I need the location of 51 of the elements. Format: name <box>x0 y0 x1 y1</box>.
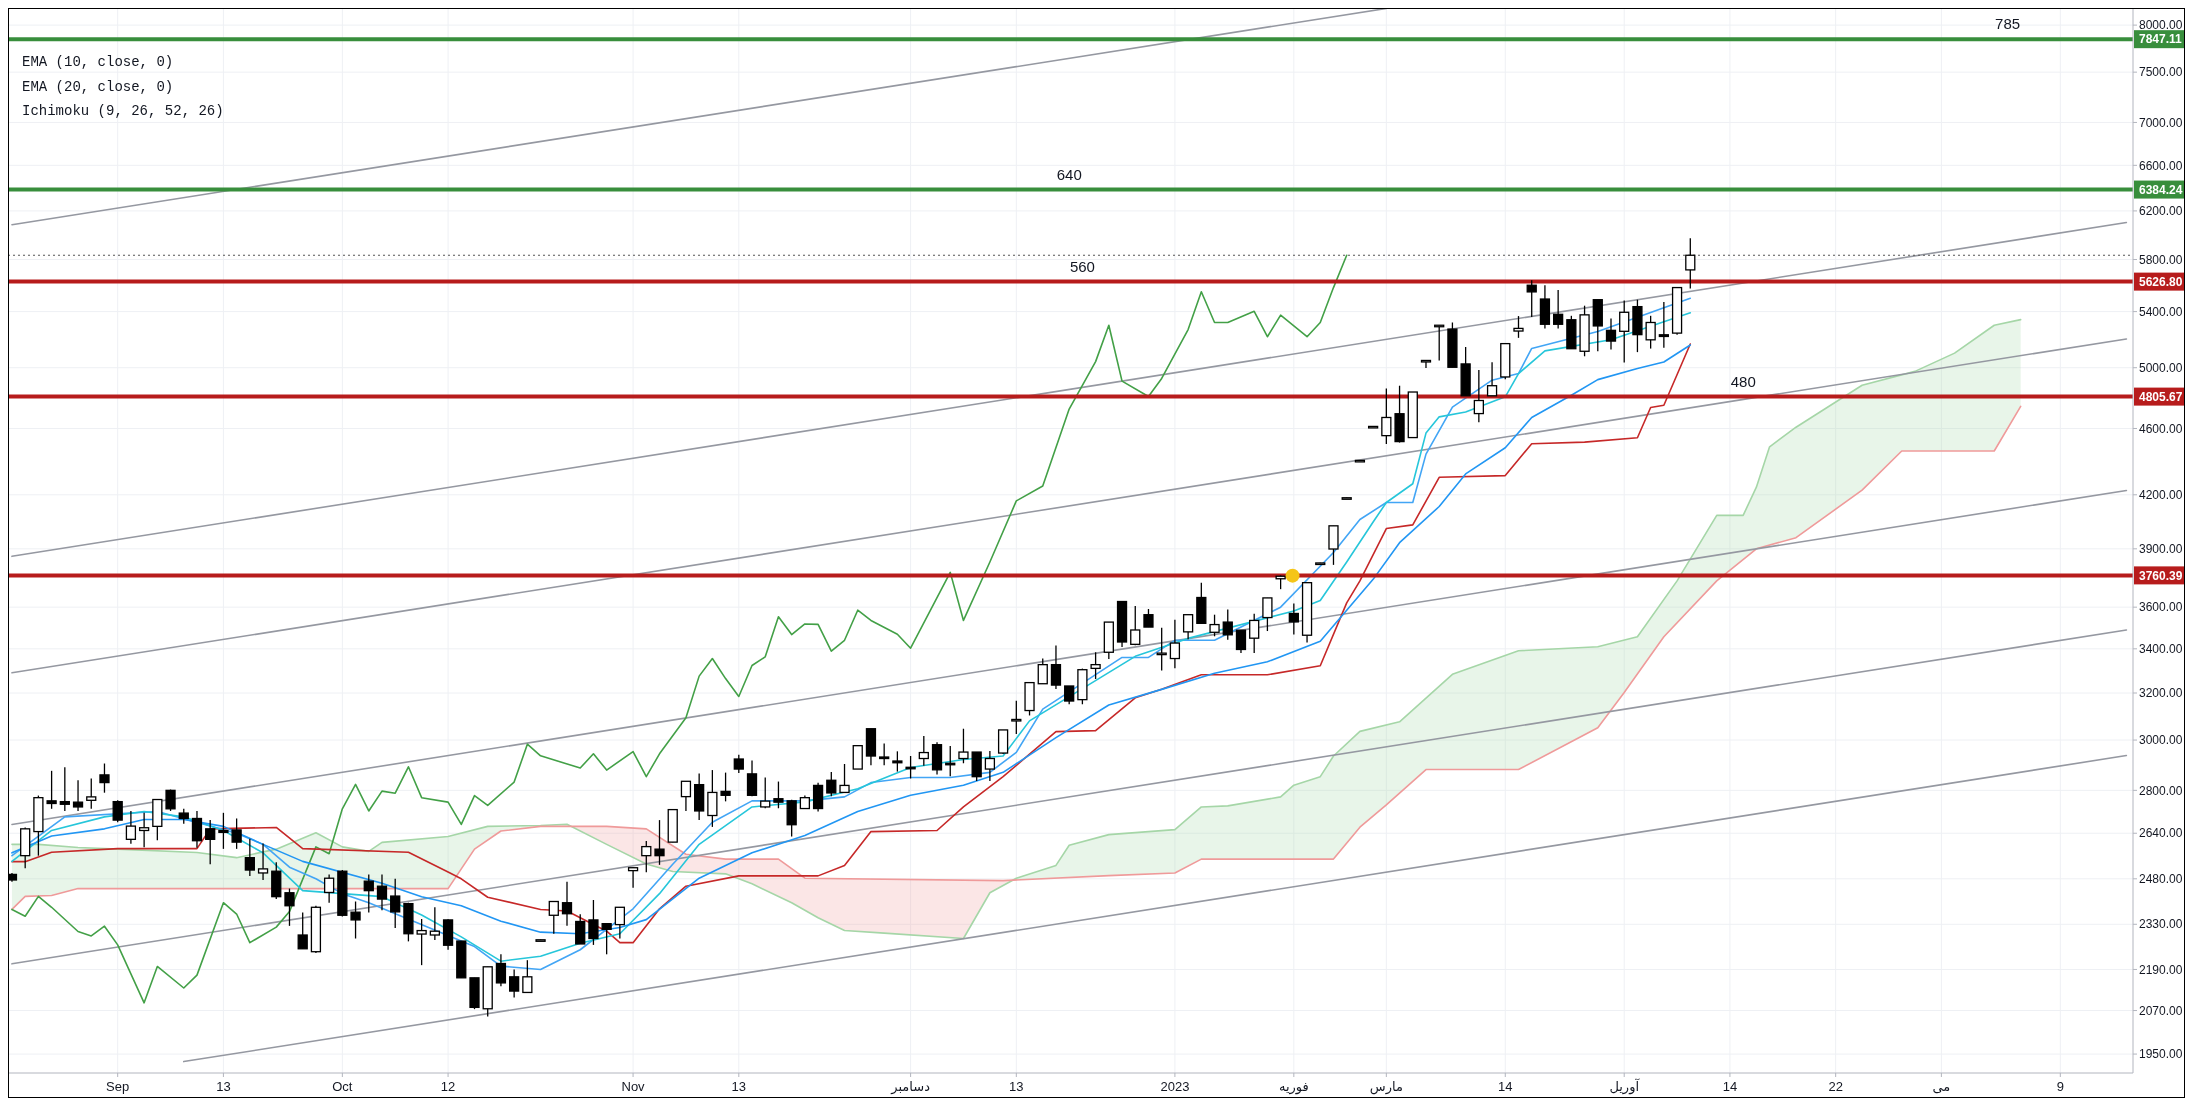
annotation: 480 <box>1730 372 1756 390</box>
y-tick-label: 3600.00 <box>2139 600 2183 615</box>
y-tick-label: 4200.00 <box>2139 488 2183 502</box>
y-tick-label: 7000.00 <box>2139 115 2183 130</box>
y-tick-label: 8000.00 <box>2139 18 2183 33</box>
x-tick-label: 14 <box>1722 1079 1738 1094</box>
x-tick-label: 22 <box>1828 1079 1843 1094</box>
y-tick-label: 4600.00 <box>2139 421 2183 436</box>
x-tick-label: 14 <box>1498 1079 1513 1094</box>
x-tick-label: دسامبر <box>890 1079 931 1095</box>
annotation: 640 <box>1056 165 1082 183</box>
y-tick-label: 2190.00 <box>2139 962 2183 977</box>
x-tick-label: مارس <box>1369 1079 1403 1095</box>
y-tick-label: 3000.00 <box>2139 733 2183 748</box>
y-tick-label: 2480.00 <box>2139 872 2183 887</box>
y-tick-label: 1950.00 <box>2139 1047 2183 1062</box>
x-tick-label: Sep <box>106 1079 130 1094</box>
annotation: 785 <box>1995 15 2021 33</box>
y-tick-label: 5400.00 <box>2139 304 2183 319</box>
y-tick-label: 2330.00 <box>2139 917 2183 932</box>
y-tick-label: 3200.00 <box>2139 686 2183 701</box>
x-tick-label: فوریه <box>1278 1079 1309 1095</box>
y-tick-label: 3400.00 <box>2139 642 2183 657</box>
annotation: EMA (20, close, 0) <box>22 78 174 95</box>
y-tick-label: 3900.00 <box>2139 542 2183 557</box>
annotation: Ichimoku (9, 26, 52, 26) <box>22 103 224 119</box>
x-tick-label: آوریل <box>1609 1078 1641 1095</box>
ref-line-label: 6384.24 <box>2139 182 2183 197</box>
ref-line-label: 7847.11 <box>2139 32 2183 47</box>
y-tick-label: 6600.00 <box>2139 158 2183 173</box>
x-tick-label: 13 <box>1009 1079 1024 1094</box>
ref-line-label: 3760.39 <box>2139 568 2183 583</box>
y-tick-label: 5000.00 <box>2139 360 2183 375</box>
x-tick-label: 9 <box>2056 1079 2064 1094</box>
x-tick-label: Nov <box>621 1079 646 1094</box>
y-tick-label: 7500.00 <box>2139 65 2183 80</box>
x-tick-label: Oct <box>332 1079 353 1094</box>
annotation: EMA (10, close, 0) <box>22 54 174 70</box>
y-tick-label: 2070.00 <box>2139 1003 2183 1018</box>
y-tick-label: 2800.00 <box>2139 783 2183 798</box>
ref-line-label: 5626.80 <box>2139 274 2183 289</box>
x-tick-label: 13 <box>731 1079 747 1094</box>
y-tick-label: 2640.00 <box>2139 826 2183 841</box>
ref-line-label: 4805.67 <box>2139 389 2183 404</box>
annotation: 560 <box>1069 257 1095 275</box>
x-tick-label: 13 <box>216 1079 231 1094</box>
x-tick-label: 12 <box>440 1079 456 1094</box>
y-tick-label: 5800.00 <box>2139 252 2183 267</box>
y-tick-label: 6200.00 <box>2139 204 2183 219</box>
x-tick-label: می <box>1932 1079 1951 1094</box>
x-tick-label: 2023 <box>1160 1079 1190 1094</box>
